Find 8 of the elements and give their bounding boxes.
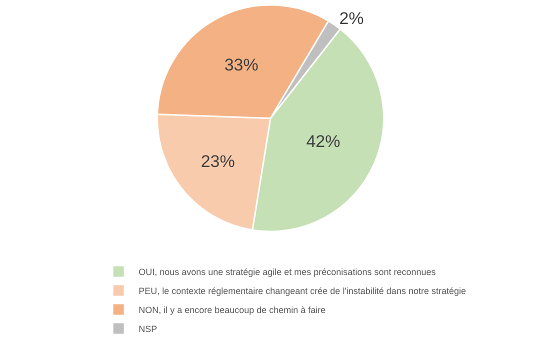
data-label: 42%: [306, 132, 340, 151]
data-label: 33%: [224, 55, 258, 74]
legend-label: NSP: [138, 324, 158, 334]
legend-label: NON, il y a encore beaucoup de chemin à faire: [138, 305, 326, 316]
data-label: 23%: [200, 152, 235, 171]
data-label: 2%: [339, 8, 364, 28]
legend-label: OUI, nous avons une stratégie agile et mes préconisations sont reconnues: [138, 267, 436, 278]
legend-label: PEU, le contexte réglementaire changeant crée de l'instabilité dans notre stratégie: [138, 286, 466, 296]
